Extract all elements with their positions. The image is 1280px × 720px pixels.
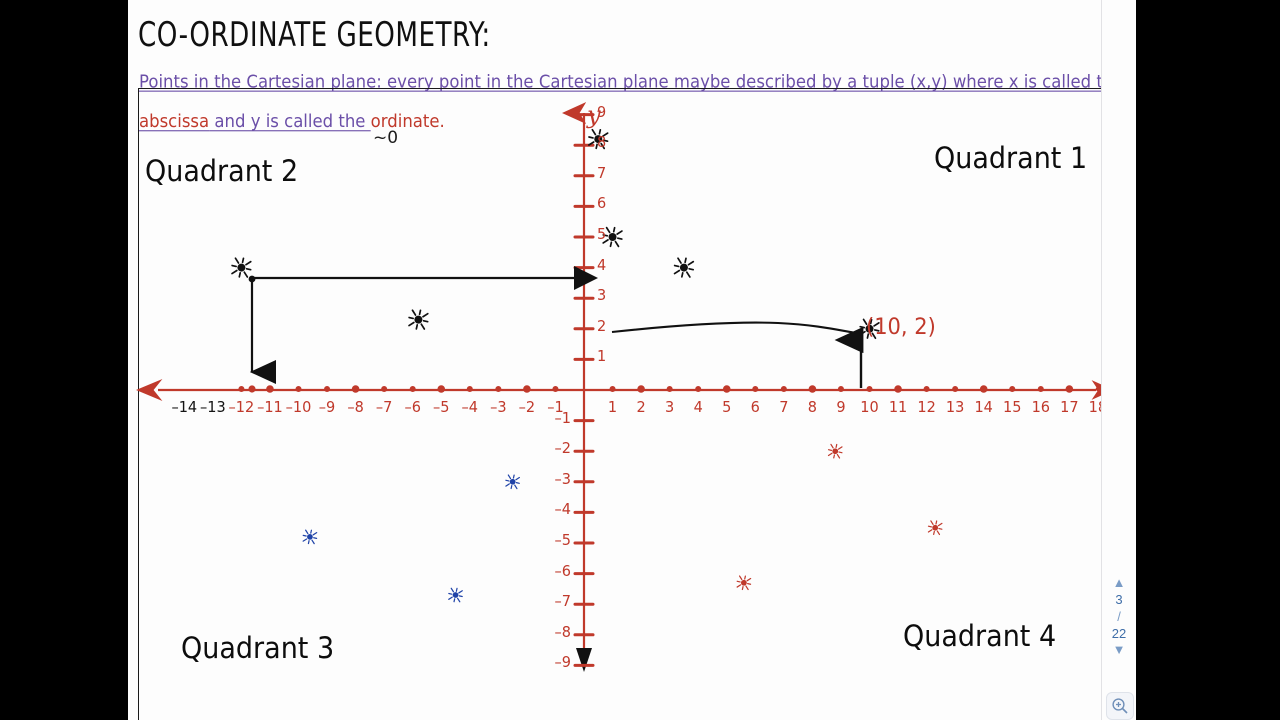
slide-page: CO-ORDINATE GEOMETRY: Points in the Cart… bbox=[128, 0, 1136, 720]
x-tick-label: –12 bbox=[228, 399, 255, 417]
starburst-markers bbox=[231, 128, 943, 603]
y-tick-label: –2 bbox=[554, 440, 571, 458]
y-tick-label: 3 bbox=[597, 287, 607, 305]
quadrant-2-label: Quadrant 2 bbox=[145, 155, 299, 189]
y-tick-label: 5 bbox=[597, 226, 607, 244]
starburst-marker bbox=[859, 318, 880, 340]
x-tick-label: –13 bbox=[199, 399, 226, 417]
x-tick-label: –8 bbox=[347, 399, 364, 417]
x-tick-label: –11 bbox=[257, 399, 283, 417]
starburst-marker bbox=[505, 474, 520, 490]
chevron-down-icon[interactable]: ▼ bbox=[1112, 642, 1126, 657]
starburst-marker bbox=[302, 529, 318, 545]
x-tick-label: 8 bbox=[807, 399, 817, 417]
x-tick-label: 15 bbox=[1003, 399, 1022, 417]
x-tick-label: 5 bbox=[722, 399, 732, 417]
y-tick-label: –6 bbox=[554, 563, 571, 580]
y-tick-label: 1 bbox=[597, 348, 607, 366]
zoom-in-button[interactable] bbox=[1106, 692, 1134, 720]
cartesian-plane-plot bbox=[136, 102, 1114, 672]
x-tick-label: 12 bbox=[917, 399, 936, 417]
stray-note-tilde-zero: ~0 bbox=[373, 128, 399, 148]
x-tick-label: –6 bbox=[404, 399, 421, 417]
y-tick-label: 7 bbox=[597, 165, 607, 183]
starburst-marker bbox=[736, 575, 752, 591]
x-tick-label: 1 bbox=[607, 399, 618, 417]
y-tick-label: 6 bbox=[597, 195, 607, 213]
y-tick-label: 8 bbox=[597, 134, 607, 152]
y-tick-label: 4 bbox=[597, 257, 607, 274]
starburst-marker bbox=[448, 587, 463, 603]
x-tick-label: –7 bbox=[375, 399, 393, 417]
page-navigator: ▲ 3 / 22 ▼ bbox=[1102, 575, 1136, 658]
x-tick-label: 6 bbox=[750, 399, 760, 417]
y-tick-label: –8 bbox=[554, 624, 571, 642]
y-tick-label: 2 bbox=[597, 318, 607, 336]
chevron-up-icon[interactable]: ▲ bbox=[1112, 575, 1126, 590]
x-tick-label: 7 bbox=[779, 399, 789, 417]
x-tick-label: –4 bbox=[461, 399, 479, 417]
quadrant-3-label: Quadrant 3 bbox=[181, 632, 335, 666]
x-axis-tick-dots bbox=[238, 385, 1101, 393]
zoom-in-icon bbox=[1112, 698, 1128, 714]
term-abscissa: abscissa bbox=[139, 110, 210, 132]
starburst-marker bbox=[927, 520, 943, 536]
x-tick-label: 11 bbox=[888, 399, 908, 417]
page-total-number: 22 bbox=[1111, 626, 1127, 641]
x-tick-label: 13 bbox=[945, 399, 965, 417]
quadrant-4-label: Quadrant 4 bbox=[903, 620, 1057, 654]
starburst-marker bbox=[602, 226, 623, 248]
paragraph-line-1: Points in the Cartesian plane: every poi… bbox=[139, 70, 1124, 92]
x-tick-label: 2 bbox=[636, 399, 646, 417]
paragraph-connector: and y is called the bbox=[209, 110, 371, 132]
x-tick-label: –14 bbox=[171, 399, 198, 417]
x-tick-label: –5 bbox=[433, 399, 450, 417]
lesson-paragraph: Points in the Cartesian plane: every poi… bbox=[139, 62, 1129, 141]
right-letterbox-band bbox=[1136, 0, 1280, 720]
starburst-marker bbox=[588, 128, 609, 150]
starburst-marker bbox=[673, 257, 695, 278]
y-tick-label: –5 bbox=[554, 532, 571, 550]
left-letterbox-band bbox=[0, 0, 128, 720]
x-tick-label: –2 bbox=[518, 399, 536, 417]
quadrant-1-label: Quadrant 1 bbox=[934, 142, 1088, 176]
y-axis-name-label: y bbox=[587, 101, 601, 129]
x-tick-label: –10 bbox=[285, 399, 312, 417]
freehand-curve bbox=[611, 321, 857, 335]
term-ordinate: ordinate. bbox=[370, 110, 445, 132]
y-axis-tick-marks bbox=[573, 113, 595, 667]
y-tick-label: –4 bbox=[554, 501, 571, 519]
point-coordinate-label: (10, 2) bbox=[866, 314, 936, 340]
page-separator: / bbox=[1117, 609, 1121, 624]
x-tick-label: 14 bbox=[974, 399, 993, 417]
x-tick-label: 17 bbox=[1060, 399, 1079, 417]
x-tick-label: 3 bbox=[665, 399, 675, 417]
viewer-nav-rail: ▲ 3 / 22 ▼ bbox=[1101, 0, 1136, 720]
x-tick-label: 16 bbox=[1031, 399, 1051, 417]
y-tick-label: 9 bbox=[597, 104, 607, 121]
y-tick-label: –7 bbox=[554, 593, 571, 611]
page-current-number: 3 bbox=[1115, 592, 1123, 607]
y-tick-label: –9 bbox=[554, 654, 571, 672]
x-tick-label: –9 bbox=[318, 399, 336, 417]
x-tick-label: 9 bbox=[836, 399, 846, 417]
x-tick-label: 4 bbox=[693, 399, 703, 417]
y-tick-label: –3 bbox=[554, 471, 571, 489]
x-tick-label: –1 bbox=[547, 399, 564, 417]
x-tick-label: –3 bbox=[490, 399, 507, 417]
y-tick-label: –1 bbox=[554, 410, 571, 427]
starburst-marker bbox=[408, 309, 429, 330]
page-title: CO-ORDINATE GEOMETRY: bbox=[138, 16, 491, 56]
starburst-marker bbox=[231, 257, 252, 278]
x-tick-label: 10 bbox=[860, 399, 879, 417]
starburst-marker bbox=[827, 443, 843, 459]
